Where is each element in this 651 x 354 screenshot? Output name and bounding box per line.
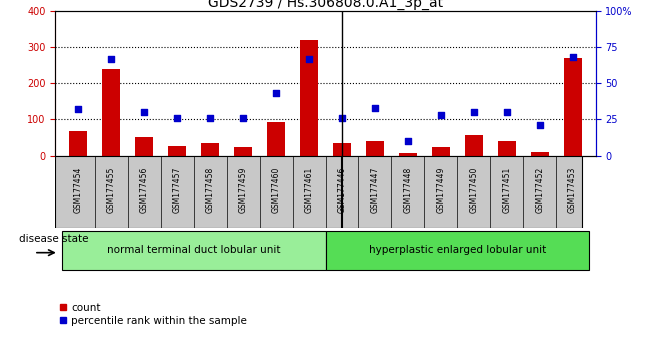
Bar [300, 40, 318, 156]
Bar [62, 230, 326, 270]
Point [238, 115, 248, 121]
Point [304, 56, 314, 61]
Text: disease state: disease state [18, 234, 88, 244]
Text: GSM177447: GSM177447 [370, 167, 380, 213]
Point [370, 105, 380, 111]
Bar [168, 146, 186, 156]
Bar [102, 69, 120, 156]
Legend: count, percentile rank within the sample: count, percentile rank within the sample [61, 303, 247, 326]
Point [73, 107, 83, 112]
Bar [70, 131, 87, 156]
Bar [366, 141, 384, 156]
Text: GSM177454: GSM177454 [74, 167, 83, 213]
Point [172, 115, 182, 121]
Bar [399, 153, 417, 156]
Text: GSM177449: GSM177449 [436, 167, 445, 213]
Title: GDS2739 / Hs.306808.0.A1_3p_at: GDS2739 / Hs.306808.0.A1_3p_at [208, 0, 443, 10]
Text: GSM177451: GSM177451 [502, 167, 511, 213]
Bar [497, 141, 516, 156]
Point [139, 109, 150, 115]
Point [436, 112, 446, 118]
Bar [531, 152, 549, 156]
Bar [326, 230, 589, 270]
Point [403, 138, 413, 144]
Text: normal terminal duct lobular unit: normal terminal duct lobular unit [107, 245, 281, 255]
Point [271, 91, 281, 96]
Bar [564, 58, 581, 156]
Point [501, 109, 512, 115]
Point [205, 115, 215, 121]
Text: GSM177453: GSM177453 [568, 167, 577, 213]
Text: GSM177461: GSM177461 [305, 167, 314, 213]
Bar [135, 137, 154, 156]
Point [106, 56, 117, 61]
Text: GSM177446: GSM177446 [337, 167, 346, 213]
Bar [465, 135, 483, 156]
Point [568, 54, 578, 60]
Bar [333, 143, 351, 156]
Bar [234, 147, 252, 156]
Text: GSM177458: GSM177458 [206, 167, 215, 213]
Point [469, 109, 479, 115]
Text: GSM177459: GSM177459 [239, 167, 247, 213]
Point [534, 122, 545, 128]
Bar [201, 143, 219, 156]
Bar [267, 122, 285, 156]
Text: GSM177456: GSM177456 [140, 167, 149, 213]
Text: GSM177460: GSM177460 [271, 167, 281, 213]
Text: GSM177450: GSM177450 [469, 167, 478, 213]
Text: GSM177455: GSM177455 [107, 167, 116, 213]
Text: GSM177448: GSM177448 [404, 167, 412, 213]
Text: hyperplastic enlarged lobular unit: hyperplastic enlarged lobular unit [368, 245, 546, 255]
Point [337, 115, 347, 121]
Text: GSM177457: GSM177457 [173, 167, 182, 213]
Text: GSM177452: GSM177452 [535, 167, 544, 213]
Bar [432, 147, 450, 156]
